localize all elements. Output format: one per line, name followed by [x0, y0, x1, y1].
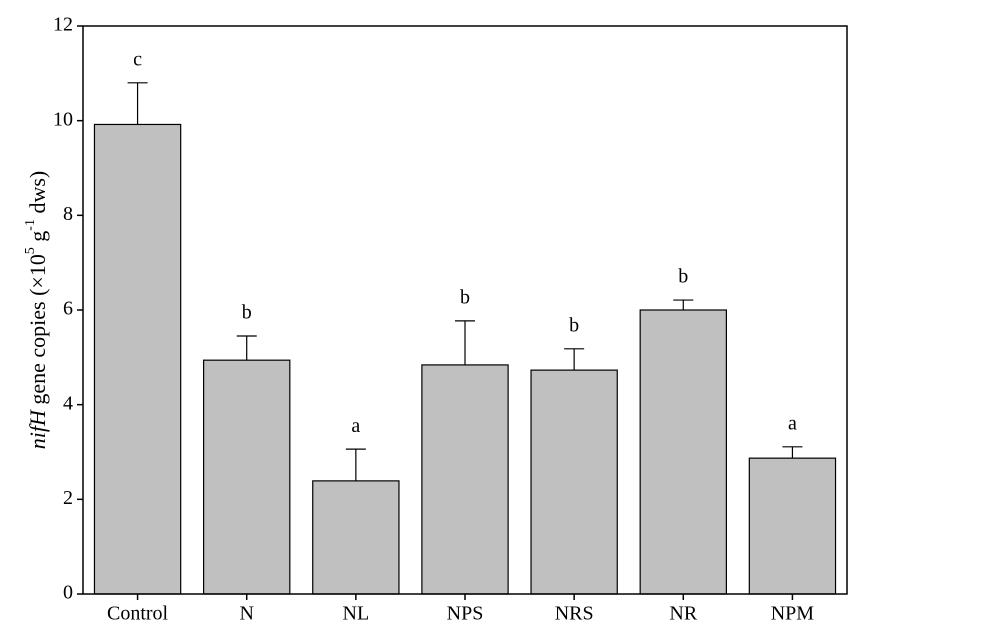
significance-letter: b [569, 314, 579, 336]
y-label-mid: g [25, 231, 50, 248]
y-tick-label: 12 [53, 14, 73, 36]
error-bar [127, 82, 148, 125]
y-label-italic: nifH [25, 409, 50, 449]
bar [312, 480, 400, 595]
error-bar [455, 320, 475, 365]
significance-letter: b [460, 286, 470, 308]
x-tick-label: NR [669, 603, 697, 625]
error-bar [673, 299, 694, 310]
y-label-text: gene copies (×10 [25, 254, 50, 410]
significance-letter: a [351, 415, 360, 437]
x-tick-label: NRS [555, 603, 594, 625]
y-tick-label: 2 [63, 487, 73, 509]
significance-letter: a [788, 412, 797, 434]
y-tick-label: 10 [53, 108, 73, 130]
bar [748, 457, 837, 595]
y-tick-label: 8 [63, 203, 73, 225]
y-label-end: dws) [25, 171, 50, 219]
x-tick-label: NL [343, 603, 370, 625]
y-tick-label: 0 [63, 582, 73, 604]
bar [93, 123, 182, 595]
significance-letter: b [242, 302, 252, 324]
y-label-sup: -1 [23, 219, 38, 231]
y-axis-label: nifH gene copies (×105 g-1 dws) [23, 171, 50, 450]
y-tick-label: 4 [63, 392, 73, 414]
error-bar [782, 446, 803, 459]
x-tick-label: NPS [447, 603, 484, 625]
bar [639, 309, 727, 595]
significance-letter: c [133, 48, 142, 70]
plot-frame [82, 25, 848, 595]
x-tick-label: Control [107, 603, 169, 625]
x-tick-label: NPM [771, 603, 815, 625]
y-label-sup: 5 [23, 247, 38, 254]
y-tick-label: 6 [63, 298, 73, 320]
bar [203, 359, 291, 595]
significance-letter: b [678, 266, 688, 288]
error-bar [345, 448, 366, 481]
error-bar [564, 348, 585, 371]
x-tick-label: N [239, 603, 253, 625]
bar [530, 369, 618, 595]
error-bar [236, 335, 257, 361]
bar [421, 364, 509, 595]
